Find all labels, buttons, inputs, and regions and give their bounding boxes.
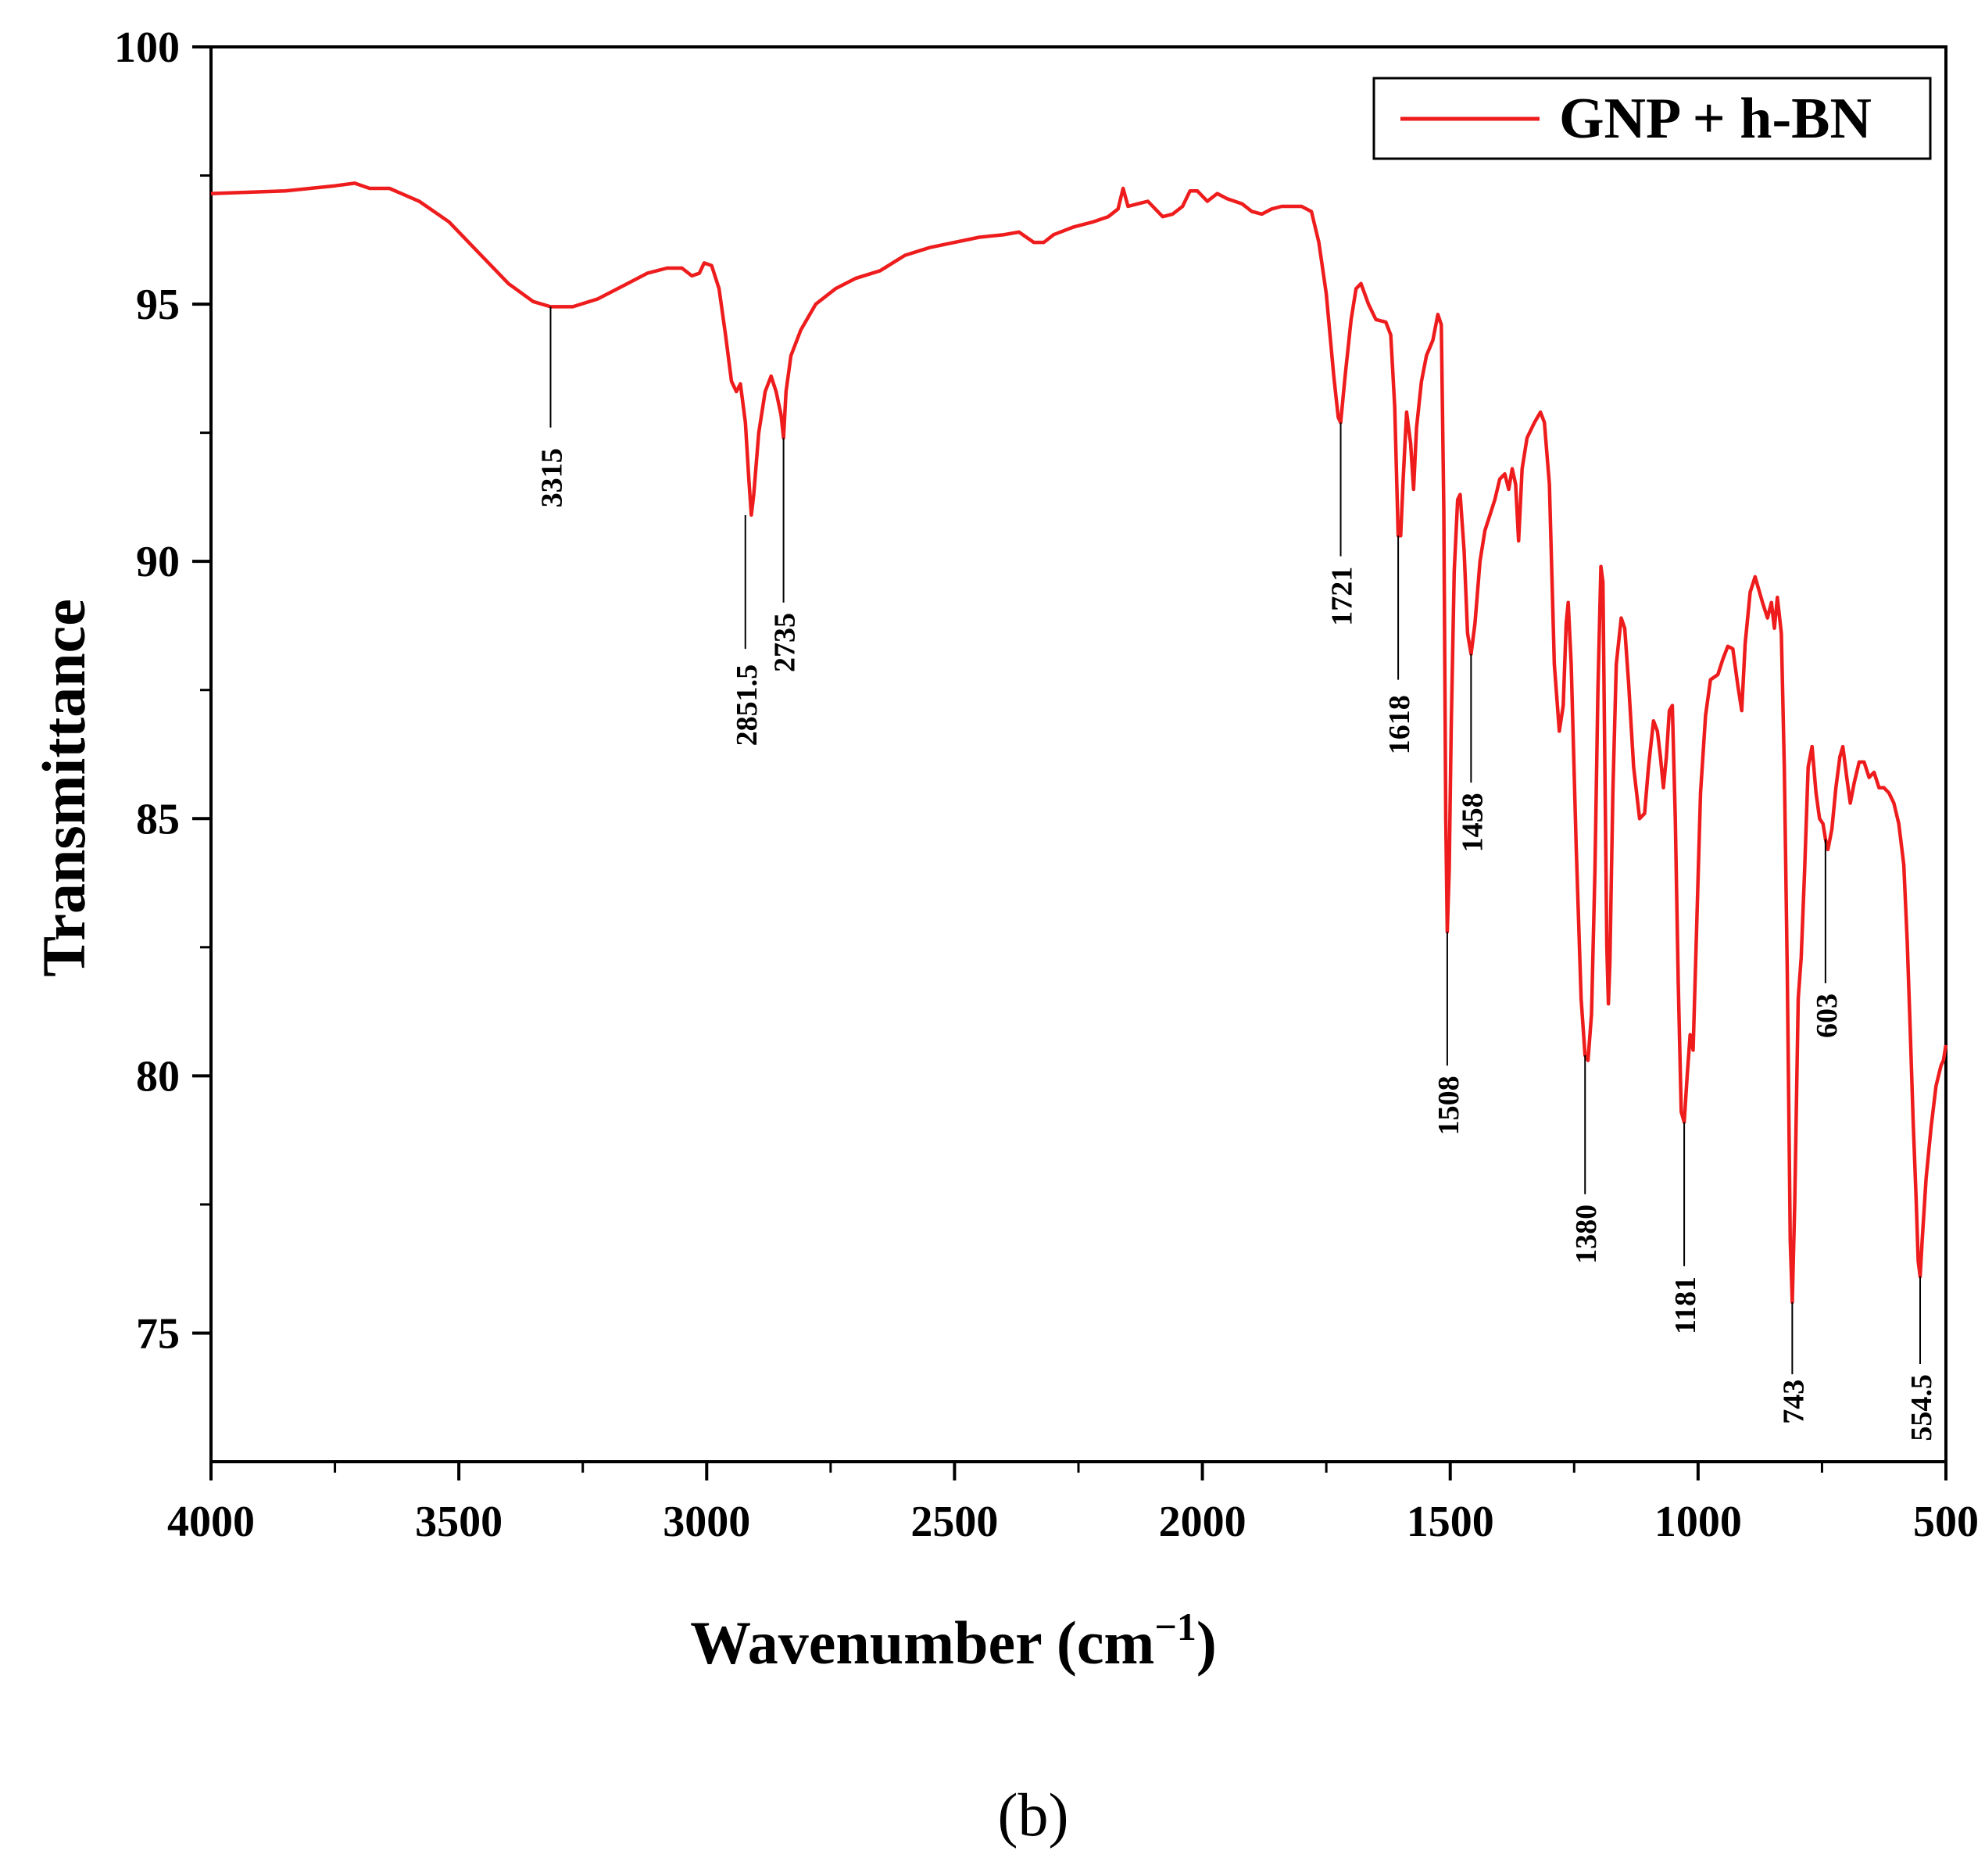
peak-label: 2735 bbox=[769, 613, 802, 672]
x-axis-title: Wavenumber (cm−1) bbox=[690, 1605, 1217, 1677]
peak-label: 1508 bbox=[1432, 1076, 1465, 1135]
peak-label: 743 bbox=[1777, 1380, 1810, 1424]
x-axis-title-main: Wavenumber (cm bbox=[690, 1609, 1154, 1677]
x-tick-label: 2000 bbox=[1159, 1498, 1246, 1546]
legend-label: GNP + h-BN bbox=[1559, 87, 1872, 151]
x-axis-title-end: ) bbox=[1196, 1609, 1217, 1677]
x-axis-title-superscript: −1 bbox=[1154, 1605, 1196, 1649]
x-axis-tick-labels: 4000 3500 3000 2500 2000 1500 1000 500 bbox=[167, 1498, 1979, 1546]
x-tick-label: 500 bbox=[1913, 1498, 1979, 1546]
y-axis-title: Transmittance bbox=[30, 599, 98, 977]
y-tick-label: 75 bbox=[136, 1309, 180, 1358]
spectrum-line bbox=[210, 181, 1948, 1305]
series-layer bbox=[210, 181, 1948, 1305]
peak-label: 2851.5 bbox=[731, 664, 764, 746]
axis-ticks bbox=[192, 45, 1947, 1480]
y-tick-label: 85 bbox=[136, 795, 180, 843]
x-tick-label: 2500 bbox=[910, 1498, 998, 1546]
y-axis-tick-labels: 75 80 85 90 95 100 bbox=[114, 23, 180, 1358]
x-tick-label: 1000 bbox=[1654, 1498, 1742, 1546]
peak-label: 603 bbox=[1811, 993, 1844, 1038]
peak-label: 1721 bbox=[1326, 567, 1359, 626]
x-tick-label: 1500 bbox=[1407, 1498, 1494, 1546]
plot-frame bbox=[209, 45, 1947, 1463]
x-tick-label: 4000 bbox=[167, 1498, 255, 1546]
y-tick-label: 95 bbox=[136, 281, 180, 329]
x-tick-label: 3000 bbox=[663, 1498, 750, 1546]
peak-label: 1380 bbox=[1570, 1205, 1603, 1264]
panel-label: (b) bbox=[998, 1781, 1069, 1849]
y-tick-label: 100 bbox=[114, 23, 180, 72]
peak-label: 1618 bbox=[1383, 695, 1416, 754]
peak-label: 1181 bbox=[1669, 1276, 1702, 1334]
peak-label: 3315 bbox=[535, 448, 568, 507]
peak-label: 554.5 bbox=[1905, 1374, 1938, 1441]
plot-border bbox=[209, 45, 1947, 1463]
legend: GNP + h-BN bbox=[1372, 77, 1932, 160]
peak-label: 1458 bbox=[1456, 793, 1489, 852]
y-tick-label: 80 bbox=[136, 1052, 180, 1101]
x-tick-label: 3500 bbox=[415, 1498, 503, 1546]
y-tick-label: 90 bbox=[136, 538, 180, 586]
